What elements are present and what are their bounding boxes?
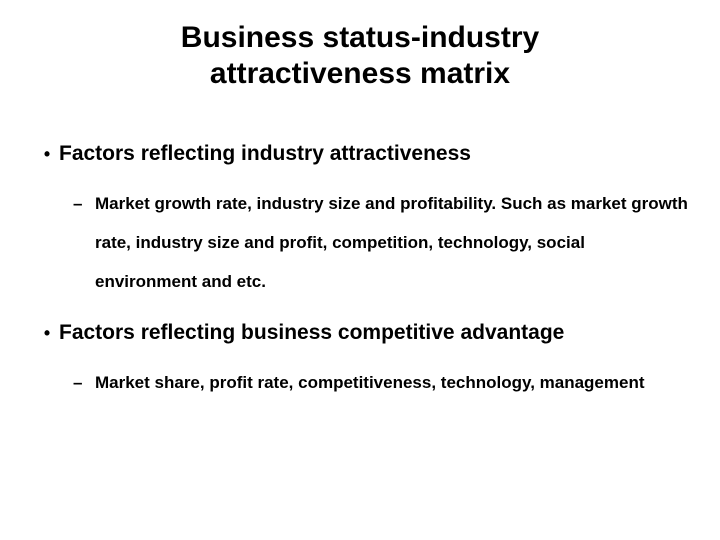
dash-marker: –	[73, 363, 95, 402]
bullet-marker: •	[35, 144, 59, 165]
bullet-level1: • Factors reflecting industry attractive…	[35, 142, 690, 166]
bullet-subtext: Market share, profit rate, competitivene…	[95, 363, 690, 402]
bullet-subtext: Market growth rate, industry size and pr…	[95, 184, 690, 301]
bullet-text: Factors reflecting industry attractivene…	[59, 142, 690, 166]
dash-marker: –	[73, 184, 95, 223]
bullet-level2: – Market growth rate, industry size and …	[73, 184, 690, 301]
bullet-marker: •	[35, 323, 59, 344]
bullet-level1: • Factors reflecting business competitiv…	[35, 321, 690, 345]
slide-content: • Factors reflecting industry attractive…	[30, 142, 690, 402]
slide-title: Business status-industry attractiveness …	[30, 20, 690, 92]
bullet-text: Factors reflecting business competitive …	[59, 321, 690, 345]
bullet-level2: – Market share, profit rate, competitive…	[73, 363, 690, 402]
